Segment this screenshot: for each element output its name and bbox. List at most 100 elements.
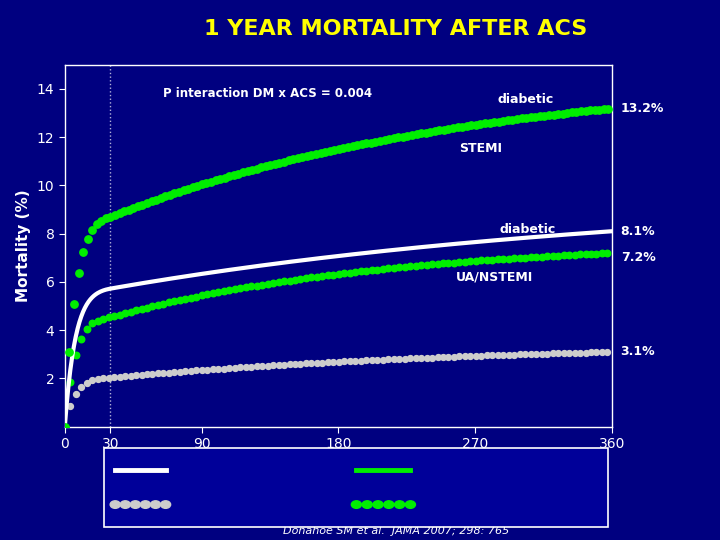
Point xyxy=(406,131,418,139)
Point xyxy=(267,279,279,287)
Text: 13.2%: 13.2% xyxy=(621,102,664,114)
Point xyxy=(349,356,361,365)
Point xyxy=(508,350,520,359)
Point xyxy=(347,142,359,151)
Point xyxy=(262,361,274,370)
Text: 1 YEAR MORTALITY AFTER ACS: 1 YEAR MORTALITY AFTER ACS xyxy=(204,19,588,39)
Point xyxy=(120,309,131,318)
Point xyxy=(328,357,339,366)
Point xyxy=(397,132,408,141)
Point xyxy=(393,355,405,363)
Point xyxy=(328,146,340,154)
Point xyxy=(127,204,139,212)
Point xyxy=(82,234,94,243)
Point xyxy=(202,290,213,299)
Point xyxy=(575,250,586,259)
Point xyxy=(481,256,492,265)
Point xyxy=(163,298,175,307)
Point xyxy=(297,153,308,161)
Point xyxy=(388,264,400,272)
Point xyxy=(96,217,107,225)
Point xyxy=(449,258,460,267)
Point xyxy=(123,205,135,214)
Point xyxy=(420,129,431,137)
Point xyxy=(240,363,251,372)
Point xyxy=(267,361,279,370)
Point xyxy=(433,126,445,134)
Point xyxy=(311,272,323,281)
Point xyxy=(205,177,217,186)
Point xyxy=(114,373,125,381)
Point xyxy=(602,249,613,258)
Point xyxy=(541,349,553,358)
Point xyxy=(91,220,102,229)
Point xyxy=(324,147,336,156)
Point xyxy=(256,280,268,289)
Point xyxy=(534,112,546,120)
Point xyxy=(443,125,454,133)
Point xyxy=(207,365,219,374)
Point xyxy=(516,114,527,123)
Point xyxy=(104,212,116,221)
Point xyxy=(152,369,163,378)
Point xyxy=(136,305,148,313)
Point xyxy=(229,285,240,294)
Point xyxy=(466,121,477,130)
Point xyxy=(201,179,212,187)
Point xyxy=(191,292,202,301)
Point xyxy=(306,151,318,159)
Point xyxy=(366,266,377,274)
Point xyxy=(229,363,240,372)
Point xyxy=(536,252,547,261)
Point xyxy=(130,371,142,380)
Point xyxy=(484,118,495,127)
Point xyxy=(552,349,564,357)
Text: DM + UA/NSTEMI: DM + UA/NSTEMI xyxy=(418,498,531,511)
Point xyxy=(306,273,318,282)
Point xyxy=(459,352,471,361)
Point xyxy=(399,262,410,271)
Point xyxy=(365,138,377,147)
Point xyxy=(531,253,542,261)
Point xyxy=(420,353,432,362)
Point xyxy=(212,288,224,296)
Point xyxy=(437,259,449,268)
Text: DM+ STEMI: DM+ STEMI xyxy=(418,464,494,477)
Point xyxy=(498,255,509,264)
Point xyxy=(118,207,130,215)
Point xyxy=(589,106,600,114)
Point xyxy=(114,209,125,218)
Point xyxy=(269,160,281,168)
Point xyxy=(388,134,400,143)
Point xyxy=(429,127,441,136)
Point xyxy=(223,172,235,180)
Point xyxy=(519,253,531,262)
Point xyxy=(174,296,186,305)
Point xyxy=(536,349,547,358)
Point xyxy=(114,310,125,319)
Point xyxy=(240,283,251,292)
Point xyxy=(306,359,318,367)
Point xyxy=(596,249,608,258)
Point xyxy=(603,104,614,113)
Text: STEMI: STEMI xyxy=(459,141,502,154)
Point xyxy=(344,357,356,366)
Point xyxy=(320,147,331,156)
Point xyxy=(366,356,377,364)
Point xyxy=(125,307,136,316)
Point xyxy=(251,164,262,173)
Point xyxy=(487,351,498,360)
Point xyxy=(464,257,476,266)
Point xyxy=(333,357,345,366)
Point xyxy=(168,297,180,306)
Point xyxy=(426,353,438,362)
Point xyxy=(179,367,191,376)
Point xyxy=(300,359,312,368)
Point xyxy=(59,422,71,431)
Point xyxy=(464,352,476,360)
Point xyxy=(498,350,509,359)
Point xyxy=(521,113,532,122)
Point xyxy=(443,259,454,267)
Point xyxy=(487,255,498,264)
Point xyxy=(256,163,267,172)
